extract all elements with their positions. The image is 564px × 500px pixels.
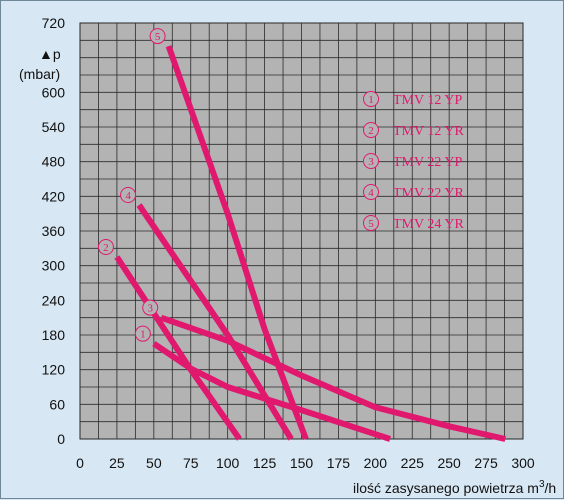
y-tick-label: 420 [42,188,66,204]
series-marker-circle [120,187,137,203]
x-tick-label: 275 [474,455,498,471]
x-tick-label: 25 [109,455,125,471]
x-axis-label-tail: /h [545,480,557,496]
x-tick-label: 250 [437,455,461,471]
x-tick-label: 200 [364,455,388,471]
series-marker-circle [149,28,166,45]
y-tick-label: 240 [42,292,66,308]
series-marker-label: 3 [147,303,153,315]
y-tick-label: 300 [42,258,66,274]
series-marker-circle [142,299,159,316]
series-marker-5: 5 [149,28,166,45]
legend-marker-circle [363,184,379,200]
legend-item-3: 3 TMV 22 YP [363,153,462,170]
series-lines [114,45,506,442]
x-axis-label: ilość zasysanego powietrza m3/h [353,479,556,496]
legend-item-4: 4 TMV 22 YR [363,184,464,201]
legend: 1 TMV 12 YP 2 TMV 12 YR 3 TMV 22 YP 4 TMV 22 YR… [363,91,464,232]
x-tick-label: 150 [290,455,314,471]
y-tick-label: 60 [49,396,65,412]
y-tick-labels: 0 60 120 180 240 300 360 420 480 540 600 720 [42,15,66,447]
x-tick-label: 225 [401,455,425,471]
series-line-5 [165,45,309,441]
x-tick-label: 175 [327,455,351,471]
series-marker-label: 5 [155,31,161,43]
x-axis-label-main: ilość zasysanego powietrza m [353,480,539,496]
y-tick-label: 180 [42,327,66,343]
series-marker-circle [134,325,151,342]
y-tick-label: 540 [42,119,66,135]
series-line-2 [114,255,242,441]
legend-label: TMV 12 YR [393,124,464,139]
legend-marker-circle [363,215,379,231]
x-tick-label: 0 [76,455,84,471]
series-marker-3: 3 [142,299,159,316]
legend-marker-label: 5 [368,218,374,230]
series-marker-4: 4 [120,187,137,203]
y-tick-label: 120 [42,362,66,378]
y-tick-label: 720 [42,15,66,31]
x-tick-label: 100 [216,455,240,471]
series-line-4 [136,203,294,441]
y-axis-symbol: ▲p [39,46,61,62]
legend-label: TMV 22 YP [393,155,462,170]
legend-label: TMV 12 YP [393,93,462,108]
legend-item-2: 2 TMV 12 YR [363,122,464,139]
legend-marker-circle [363,122,379,138]
x-tick-labels: 0 25 50 75 100 125 150 175 200 225 250 275 300 [76,455,535,471]
legend-item-5: 5 TMV 24 YR [363,215,464,232]
y-tick-label: 480 [42,154,66,170]
series-marker-circle [97,239,114,255]
legend-marker-label: 2 [368,125,374,137]
legend-marker-label: 3 [368,156,374,168]
series-marker-2: 2 [97,239,114,255]
y-tick-label: 600 [42,84,66,100]
x-tick-label: 125 [253,455,277,471]
x-tick-label: 75 [183,455,199,471]
legend-marker-label: 4 [368,187,374,199]
x-axis-label-sup: 3 [539,479,545,490]
x-tick-label: 50 [146,455,162,471]
series-line-1 [152,341,392,442]
x-tick-label: 300 [511,455,535,471]
series-marker-label: 4 [125,190,131,202]
series-line-3 [160,314,506,442]
y-axis-unit: (mbar) [19,66,60,82]
y-tick-label: 0 [57,431,65,447]
legend-label: TMV 22 YR [393,186,464,201]
legend-label: TMV 24 YR [393,217,464,232]
legend-item-1: 1 TMV 12 YP [363,91,462,108]
y-tick-label: 360 [42,223,66,239]
series-marker-label: 2 [103,242,109,254]
legend-marker-circle [363,153,379,169]
legend-marker-circle [363,91,379,107]
series-markers: 1 2 3 4 5 [97,28,166,342]
series-marker-label: 1 [140,329,146,341]
legend-marker-label: 1 [368,94,374,106]
series-marker-1: 1 [134,325,151,342]
